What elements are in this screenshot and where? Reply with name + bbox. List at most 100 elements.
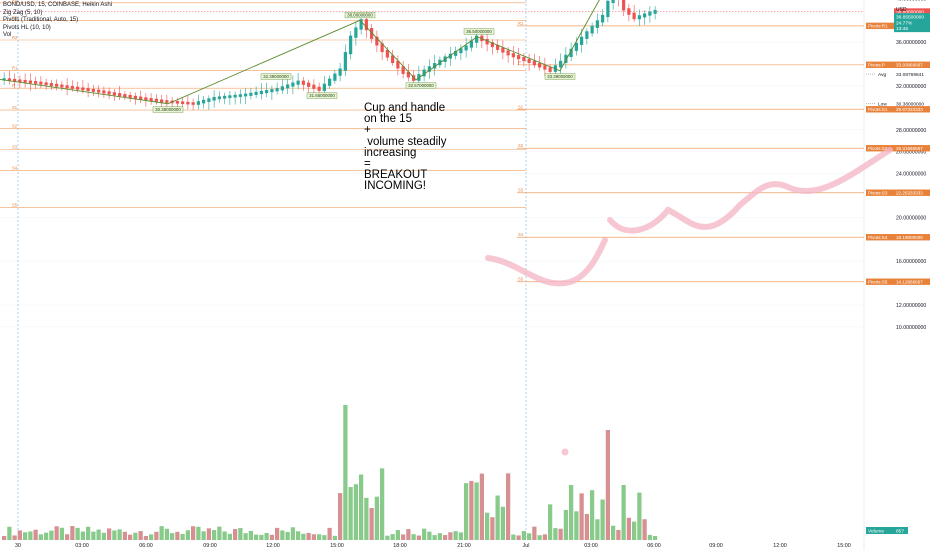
pivot-label-name: Pivots:S4: [868, 235, 888, 240]
volume-bar: [621, 485, 626, 540]
candle-body: [517, 55, 521, 60]
candle-body: [275, 88, 279, 92]
volume-bar: [238, 528, 243, 540]
pivot-level-label: S4: [12, 165, 18, 170]
candle-body: [433, 63, 437, 69]
indicator-volume[interactable]: Vol: [3, 32, 12, 39]
volume-bar: [164, 528, 169, 540]
volume-bar: [637, 492, 642, 540]
volume-bar: [311, 534, 316, 540]
zigzag-label: 38.00000000: [347, 13, 373, 18]
candle-body: [186, 101, 190, 105]
pivot-level-label: S5: [12, 203, 18, 208]
candle-body: [212, 96, 216, 101]
volume-bar: [359, 474, 364, 540]
volume-bar: [558, 528, 563, 540]
volume-bar: [416, 535, 421, 540]
candle-body: [270, 89, 274, 93]
volume-bar: [464, 483, 469, 540]
candle-body: [559, 60, 563, 68]
candle-body: [522, 56, 526, 62]
candle-body: [149, 98, 153, 101]
pivot-level-label: P: [518, 60, 521, 65]
pivot-label-value: 22.25333333: [896, 191, 923, 196]
pivot-level-label: S3: [12, 145, 18, 150]
pivot-label-name: Pivots:S2: [868, 146, 888, 151]
volume-label-value: 857: [896, 528, 904, 534]
candle-body: [590, 25, 594, 34]
pivot-level-label: S4: [518, 232, 524, 237]
text-annotation[interactable]: Cup and handle on the 15 + volume steadi…: [364, 102, 447, 193]
volume-bar: [306, 532, 311, 540]
pivot-label-value: 26.31666667: [896, 146, 923, 151]
price-tick-label: 32.00000000: [896, 84, 926, 90]
time-tick-label: 15:00: [837, 543, 851, 549]
volume-bar: [96, 529, 101, 540]
price-tick-label: 16.00000000: [896, 259, 926, 265]
candle-body: [501, 47, 505, 53]
candle-body: [401, 66, 405, 74]
annotation-line: =: [364, 158, 371, 171]
indicator-zigzag[interactable]: Zig Zag (5, 10): [3, 9, 43, 16]
candle-body: [385, 49, 389, 58]
indicator-pivots[interactable]: Pivots (Traditional, Auto, 15): [3, 17, 79, 24]
volume-bar: [364, 497, 369, 540]
candle-body: [595, 20, 599, 28]
volume-bar: [2, 536, 7, 540]
candle-body: [637, 15, 641, 20]
annotation-line: on the 15: [364, 113, 412, 126]
candle-body: [238, 94, 242, 97]
volume-bar: [574, 511, 579, 540]
candle-body: [175, 101, 179, 104]
volume-bar: [353, 484, 358, 540]
volume-bar: [91, 531, 96, 540]
volume-bar: [154, 531, 159, 540]
indicator-pivots-hl[interactable]: Pivots HL (10, 10): [3, 24, 51, 31]
volume-bar: [196, 526, 201, 540]
candle-body: [65, 85, 69, 89]
volume-bar: [33, 529, 38, 540]
pivot-level-label: R4: [12, 0, 18, 3]
volume-bar: [17, 530, 22, 540]
candle-body: [611, 0, 615, 3]
candle-body: [133, 95, 137, 99]
price-tick-label: 12.00000000: [896, 303, 926, 309]
candle-body: [359, 19, 363, 30]
volume-bar: [280, 530, 285, 540]
pivot-label-value: 18.19000000: [896, 235, 923, 240]
volume-bar: [122, 531, 127, 540]
zigzag-label: 31.65000000: [309, 93, 335, 98]
time-tick-label: Jul: [523, 543, 530, 549]
price-tick-label: 20.00000000: [896, 215, 926, 221]
volume-bar: [590, 490, 595, 540]
volume-bar: [411, 534, 416, 540]
symbol-title[interactable]: BOND/USD, 15, COINBASE, Heikin Ashi: [3, 2, 113, 8]
candle-body: [123, 94, 127, 98]
volume-bar: [548, 504, 553, 540]
volume-bar: [422, 528, 427, 540]
volume-bar: [647, 534, 652, 540]
volume-bar: [563, 510, 568, 540]
volume-bar: [569, 485, 574, 540]
volume-bar: [180, 533, 185, 540]
candle-body: [427, 66, 431, 72]
time-tick-label: 03:00: [584, 543, 598, 549]
candle-body: [223, 95, 227, 99]
candle-body: [475, 35, 479, 43]
candle-body: [527, 58, 531, 64]
candle-body: [454, 50, 458, 56]
volume-label-bg: [866, 527, 894, 534]
volume-bar: [7, 526, 12, 540]
candle-body: [28, 80, 32, 84]
candle-body: [459, 48, 463, 54]
volume-bar: [296, 531, 301, 540]
candle-body: [627, 8, 631, 15]
volume-bar: [112, 530, 117, 540]
candle-body: [448, 53, 452, 59]
candle-body: [511, 53, 515, 58]
volume-bar: [243, 533, 248, 540]
candle-body: [265, 90, 269, 94]
annotation-line: volume steadily: [364, 135, 447, 148]
zigzag-label: 32.39000000: [263, 74, 289, 79]
